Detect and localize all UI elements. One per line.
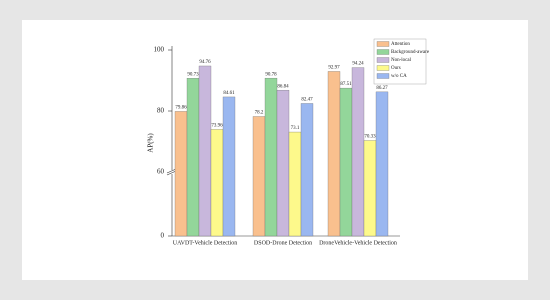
axis-break: [166, 168, 177, 174]
bar: [300, 103, 314, 237]
value-label: 73.96: [211, 124, 223, 129]
value-label: 94.24: [352, 62, 364, 67]
legend-label: Ours: [391, 66, 401, 71]
bar: [198, 65, 212, 237]
bar: [210, 129, 224, 237]
bar: [174, 111, 188, 237]
bar: [375, 91, 389, 237]
legend-label: w/o CA: [391, 74, 407, 79]
value-label: 86.27: [376, 86, 388, 91]
bar: [363, 140, 377, 237]
y-tick-label: 100: [154, 46, 165, 54]
value-label: 87.51: [340, 82, 352, 87]
value-label: 90.73: [187, 72, 199, 77]
value-label: 73.1: [291, 126, 300, 131]
legend-label: Background-aware: [391, 50, 430, 55]
value-label: 94.76: [199, 60, 211, 65]
y-tick-label: 0: [161, 232, 165, 240]
legend-swatch: [376, 65, 390, 71]
bar: [186, 78, 200, 237]
y-axis-label: AP(%): [147, 133, 155, 153]
value-label: 79.86: [175, 106, 187, 111]
value-label: 82.47: [301, 98, 313, 103]
bar: [252, 116, 266, 237]
value-label: 86.84: [277, 84, 289, 89]
bar: [339, 87, 353, 237]
axis-break: [166, 170, 177, 176]
x-tick-label: DSOD-Drone Detection: [254, 240, 312, 246]
legend-swatch: [376, 73, 390, 79]
value-label: 92.97: [328, 66, 340, 71]
value-label: 84.61: [223, 91, 235, 96]
legend-swatch: [376, 49, 390, 55]
y-tick-label: 60: [157, 168, 165, 176]
bar: [276, 89, 290, 237]
bar: [222, 96, 236, 237]
value-label: 70.33: [364, 135, 376, 140]
axis-break: [166, 170, 178, 174]
bar: [264, 77, 278, 237]
bar: [327, 71, 341, 237]
legend-label: Attention: [391, 42, 410, 47]
y-tick-label: 80: [157, 107, 165, 115]
legend-swatch: [376, 57, 390, 63]
legend-swatch: [376, 41, 390, 47]
value-label: 90.78: [265, 72, 277, 77]
legend-label: Non-local: [391, 58, 412, 63]
value-label: 78.2: [255, 111, 264, 116]
x-tick-label: DroneVehicle-Vehicle Detection: [319, 240, 397, 246]
x-tick-label: UAVDT-Vehicle Detection: [173, 240, 238, 246]
bar: [351, 67, 365, 237]
bar: [288, 131, 302, 237]
